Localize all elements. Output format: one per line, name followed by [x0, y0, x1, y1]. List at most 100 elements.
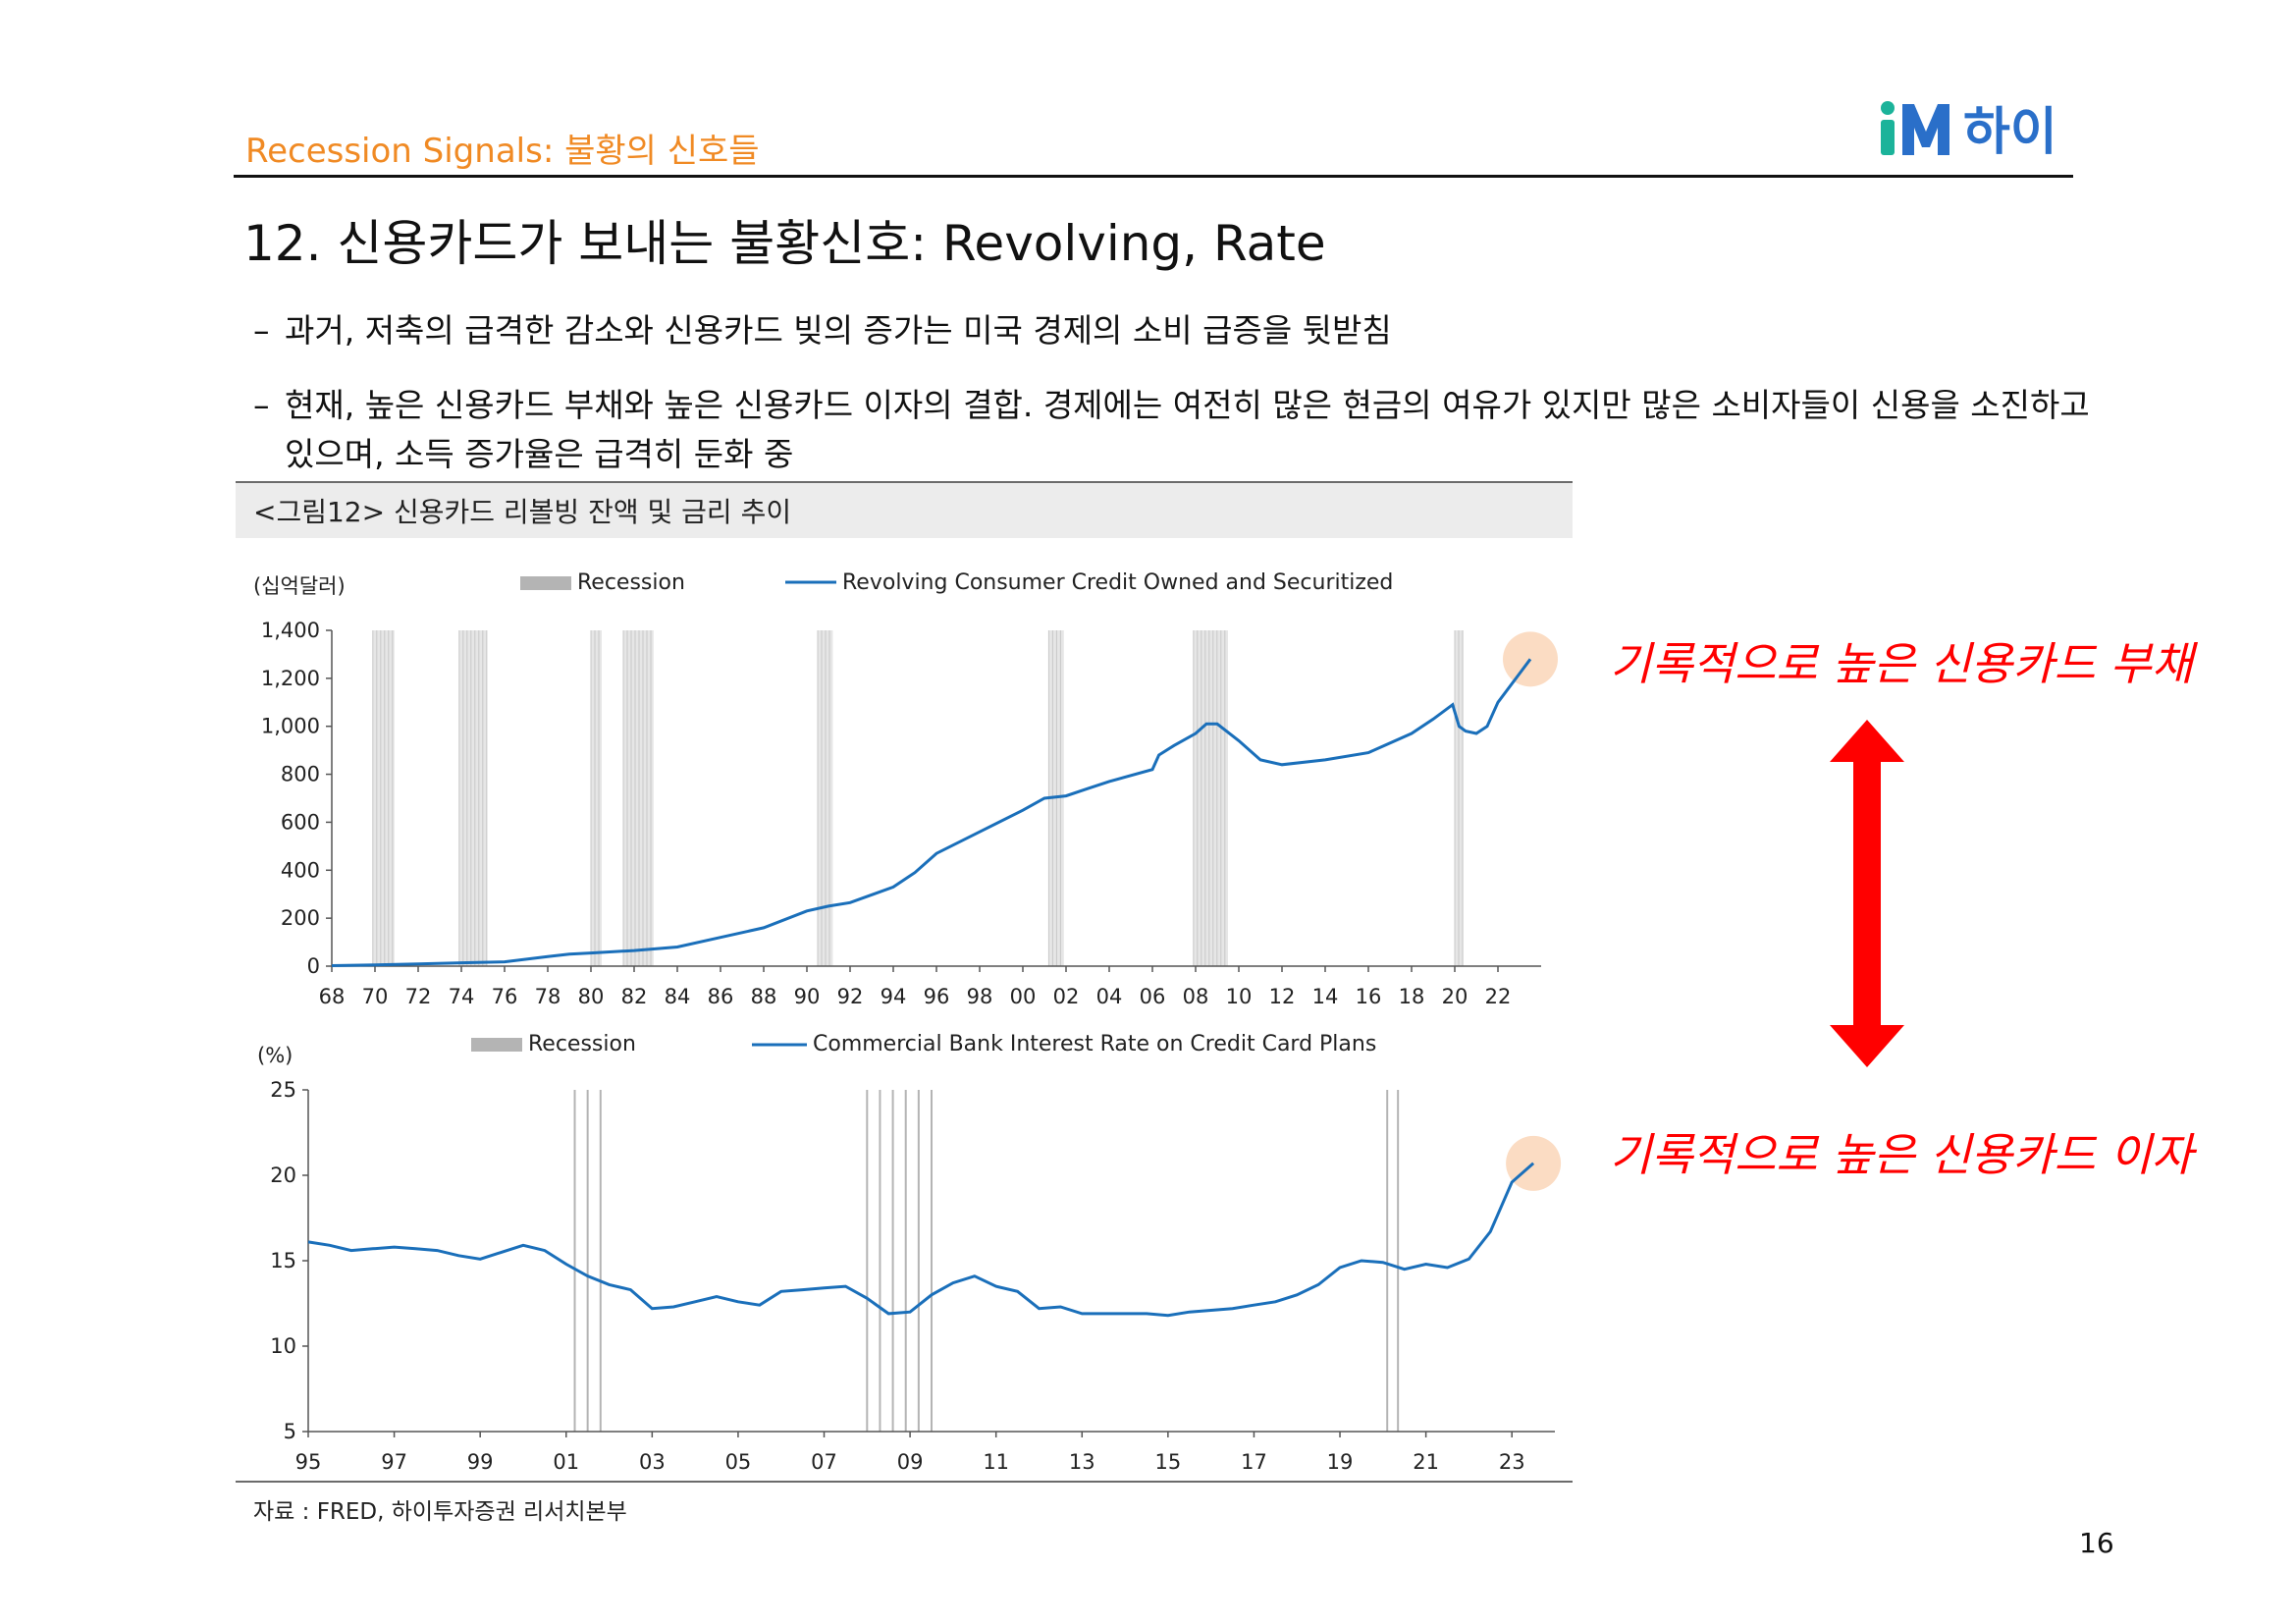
chart1-x-tick-labels: 68 70 72 74 76 78 80 82 84 86 88 90 92 94 96 98 00 02 04 06… — [319, 985, 1512, 1008]
bullet-dash: – — [253, 311, 270, 350]
x-tick-label: 18 — [1399, 985, 1425, 1008]
x-tick-label: 17 — [1241, 1450, 1267, 1474]
x-tick-label: 23 — [1499, 1450, 1525, 1474]
svg-text:하이: 하이 — [1963, 103, 2057, 162]
chart2-recession-lines — [573, 1090, 1400, 1432]
y-tick-label: 0 — [307, 954, 320, 978]
x-tick-label: 12 — [1269, 985, 1296, 1008]
x-tick-label: 99 — [467, 1450, 494, 1474]
x-tick-label: 19 — [1327, 1450, 1354, 1474]
x-tick-label: 09 — [897, 1450, 924, 1474]
chart2-series-line — [307, 1162, 1535, 1318]
x-tick-label: 96 — [924, 985, 950, 1008]
chart1-axes — [326, 629, 1541, 972]
x-tick-label: 20 — [1442, 985, 1468, 1008]
x-tick-label: 02 — [1053, 985, 1080, 1008]
y-tick-label: 600 — [281, 810, 320, 834]
chart1-legend-series-label: Revolving Consumer Credit Owned and Secu… — [842, 570, 1393, 595]
x-tick-label: 97 — [381, 1450, 407, 1474]
x-tick-label: 86 — [708, 985, 734, 1008]
chart1-legend-recession-swatch — [520, 576, 571, 590]
page-number: 16 — [2079, 1527, 2114, 1559]
x-tick-label: 74 — [449, 985, 475, 1008]
x-tick-label: 15 — [1154, 1450, 1181, 1474]
chart1-legend-recession-label: Recession — [577, 570, 685, 595]
y-tick-label: 1,000 — [261, 715, 320, 738]
x-tick-label: 72 — [405, 985, 432, 1008]
y-tick-label: 25 — [270, 1078, 296, 1102]
y-tick-label: 20 — [270, 1164, 296, 1187]
bullet-text: 과거, 저축의 급격한 감소와 신용카드 빚의 증가는 미국 경제의 소비 급증… — [285, 311, 1392, 350]
double-arrow-icon — [1830, 720, 1904, 1067]
slide-title: 12. 신용카드가 보내는 불황신호: Revolving, Rate — [243, 215, 1326, 272]
x-tick-label: 88 — [751, 985, 777, 1008]
x-tick-label: 70 — [362, 985, 389, 1008]
x-tick-label: 00 — [1010, 985, 1037, 1008]
chart2-axes — [302, 1089, 1555, 1437]
y-tick-label: 15 — [270, 1249, 296, 1272]
chart2-x-tick-labels: 95 97 99 01 03 05 07 09 11 13 15 17 19 21 23 — [295, 1450, 1525, 1474]
x-tick-label: 98 — [967, 985, 993, 1008]
chart1-recession-bands — [372, 630, 1464, 966]
recession-band — [623, 630, 654, 966]
x-tick-label: 13 — [1069, 1450, 1095, 1474]
y-tick-label: 1,400 — [261, 619, 320, 642]
recession-band — [1193, 630, 1228, 966]
chart1-unit-label: (십억달러) — [253, 574, 346, 598]
chart2-legend-series-label: Commercial Bank Interest Rate on Credit … — [813, 1032, 1376, 1056]
x-tick-label: 14 — [1312, 985, 1339, 1008]
header-divider — [234, 175, 2073, 178]
x-tick-label: 68 — [319, 985, 346, 1008]
x-tick-label: 82 — [621, 985, 648, 1008]
x-tick-label: 11 — [983, 1450, 1009, 1474]
chart2-legend-recession-swatch — [471, 1038, 522, 1052]
figure-caption-band — [236, 481, 1573, 538]
y-tick-label: 200 — [281, 906, 320, 930]
x-tick-label: 95 — [295, 1450, 322, 1474]
x-tick-label: 84 — [665, 985, 691, 1008]
bullet-item: – 현재, 높은 신용카드 부채와 높은 신용카드 이자의 결합. 경제에는 여전… — [253, 381, 2090, 479]
y-tick-label: 10 — [270, 1334, 296, 1358]
section-label: Recession Signals: 불황의 신호들 — [245, 132, 760, 171]
chart1-series-line — [331, 658, 1532, 967]
y-tick-label: 5 — [284, 1420, 296, 1443]
recession-band — [372, 630, 395, 966]
chart2-y-tick-labels: 5 10 15 20 25 — [270, 1078, 296, 1443]
x-tick-label: 90 — [794, 985, 821, 1008]
source-note: 자료 : FRED, 하이투자증권 리서치본부 — [253, 1499, 627, 1525]
x-tick-label: 92 — [837, 985, 864, 1008]
figure-caption: <그림12> 신용카드 리볼빙 잔액 및 금리 추이 — [253, 496, 792, 528]
bullet-dash: – — [253, 386, 270, 424]
x-tick-label: 07 — [811, 1450, 837, 1474]
x-tick-label: 05 — [725, 1450, 752, 1474]
x-tick-label: 78 — [535, 985, 561, 1008]
x-tick-label: 01 — [553, 1450, 579, 1474]
bullet-text: 현재, 높은 신용카드 부채와 높은 신용카드 이자의 결합. 경제에는 여전히… — [285, 386, 2090, 424]
chart1-y-tick-labels: 0 200 400 600 800 1,000 1,200 1,400 — [261, 619, 320, 978]
x-tick-label: 21 — [1413, 1450, 1439, 1474]
source-divider — [236, 1481, 1573, 1483]
credit-card-rate-chart: (%) Recession Commercial Bank Interest R… — [257, 1032, 1562, 1474]
x-tick-label: 10 — [1226, 985, 1253, 1008]
x-tick-label: 80 — [578, 985, 605, 1008]
chart2-unit-label: (%) — [257, 1044, 293, 1067]
x-tick-label: 08 — [1183, 985, 1209, 1008]
x-tick-label: 06 — [1140, 985, 1166, 1008]
company-logo: 하이 — [1881, 101, 2057, 162]
x-tick-label: 94 — [881, 985, 907, 1008]
x-tick-label: 76 — [492, 985, 518, 1008]
y-tick-label: 800 — [281, 763, 320, 786]
x-tick-label: 22 — [1485, 985, 1512, 1008]
chart2-legend-recession-label: Recession — [528, 1032, 636, 1056]
x-tick-label: 16 — [1356, 985, 1382, 1008]
y-tick-label: 1,200 — [261, 667, 320, 690]
x-tick-label: 04 — [1096, 985, 1123, 1008]
annotation-record-debt: 기록적으로 높은 신용카드 부채 — [1610, 637, 2194, 690]
y-tick-label: 400 — [281, 858, 320, 882]
bullet-continuation: 있으며, 소득 증가율은 급격히 둔화 중 — [285, 435, 794, 473]
bullet-item: – 과거, 저축의 급격한 감소와 신용카드 빚의 증가는 미국 경제의 소비 급… — [253, 306, 1392, 355]
annotation-record-interest: 기록적으로 높은 신용카드 이자 — [1610, 1128, 2194, 1181]
x-tick-label: 03 — [639, 1450, 666, 1474]
recession-band — [591, 630, 602, 966]
revolving-credit-chart: (십억달러) Recession Revolving Consumer Cred… — [253, 570, 1558, 1008]
